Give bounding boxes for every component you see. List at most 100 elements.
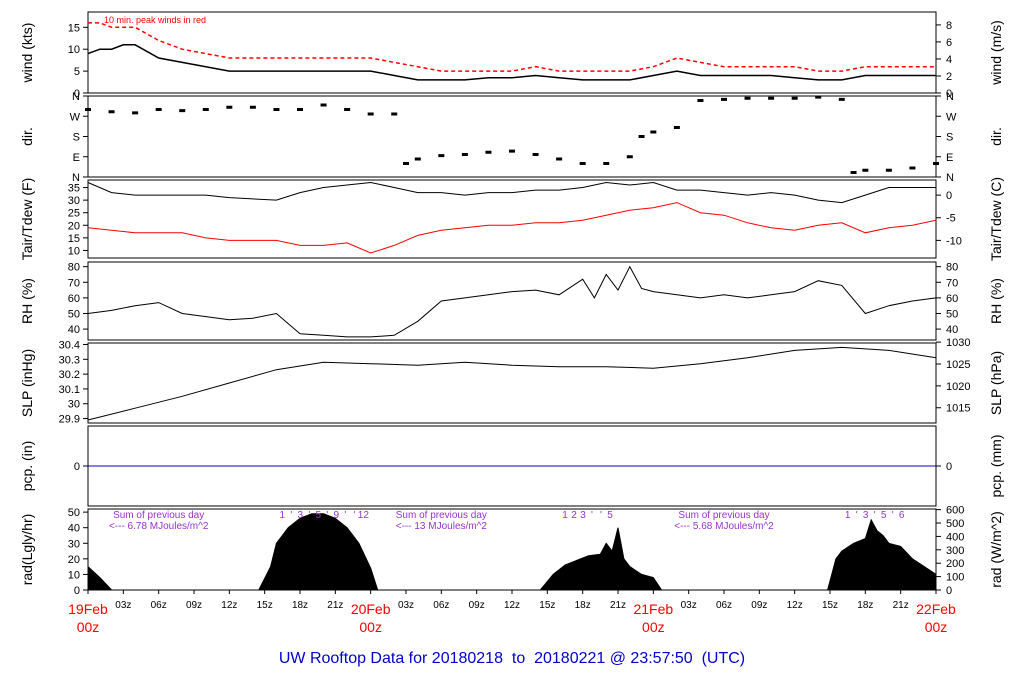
slp-ytick-label: 30 (68, 399, 80, 411)
temperature-ylabel: Tair/Tdew (F) (19, 178, 35, 260)
slp-ytick-label: 29.9 (59, 414, 80, 426)
rad-top-marker: ' (344, 510, 346, 521)
rad-ytick-right-label: 500 (946, 518, 964, 530)
slp-ytick-right-label: 1020 (946, 381, 970, 393)
wind-ytick-right-label: 4 (946, 54, 952, 66)
temperature-ytick-label: 20 (68, 220, 80, 232)
rad-annotation-line2: <--- 13 MJoules/m^2 (396, 521, 488, 532)
dir-point (179, 109, 186, 113)
time-minor-label: 12z (221, 600, 237, 611)
dir-ytick-label: S (73, 132, 80, 144)
slp-ytick-label: 30.4 (59, 339, 80, 351)
time-minor-label: 12z (787, 600, 803, 611)
time-major-zone: 00z (77, 619, 100, 635)
time-minor-label: 03z (115, 600, 131, 611)
dir-point (721, 97, 727, 101)
wind-ytick-label: 15 (68, 22, 80, 34)
rh-ytick-label: 80 (68, 262, 80, 274)
dir-point (744, 96, 751, 100)
time-minor-label: 06z (716, 600, 732, 611)
wind-ytick-label: 10 (68, 44, 80, 56)
time-minor-label: 06z (151, 600, 167, 611)
temperature-ytick-right-label: -10 (946, 235, 962, 247)
dir-point (791, 96, 798, 100)
wind-annotation: 10 min. peak winds in red (104, 15, 206, 25)
dir-point (638, 135, 645, 138)
wind-ytick-right-label: 0 (946, 88, 952, 100)
slp-ytick-label: 30.3 (59, 354, 80, 366)
dir-point (273, 108, 280, 111)
wind-ytick-right-label: 8 (946, 20, 952, 32)
temperature-frame (87, 179, 937, 259)
wind-series-1 (88, 22, 936, 72)
temperature-ytick-right-label: 0 (946, 190, 952, 202)
rad-top-marker: 5 (881, 510, 887, 521)
time-major-zone: 00z (925, 619, 948, 635)
time-minor-label: 21z (610, 600, 626, 611)
dir-point (509, 149, 515, 153)
pcp-ylabel: pcp. (in) (19, 441, 35, 492)
temperature-ytick-label: 10 (68, 245, 80, 257)
rh-frame (87, 261, 937, 341)
pcp-ytick-right-label: 0 (946, 461, 952, 473)
time-minor-label: 18z (292, 600, 308, 611)
rad-ytick-label: 10 (68, 569, 80, 581)
dir-frame (87, 95, 937, 178)
dir-point (650, 130, 657, 134)
time-minor-label: 09z (469, 600, 485, 611)
dir-point (579, 162, 586, 165)
slp-ytick-right-label: 1030 (946, 337, 970, 349)
temperature-ytick-label: 25 (68, 208, 80, 220)
wind-ylabel-right: wind (m/s) (988, 20, 1004, 86)
dir-ytick-label: N (72, 91, 80, 103)
dir-ytick-right-label: N (946, 91, 954, 103)
wind-ytick-right-label: 2 (946, 71, 952, 83)
rad-annotation-line1: Sum of previous day (678, 510, 769, 521)
time-minor-label: 21z (893, 600, 909, 611)
rad-ytick-right-label: 300 (946, 545, 964, 557)
temperature-ytick-label: 30 (68, 195, 80, 207)
rad-ytick-label: 0 (74, 585, 80, 597)
dir-point (226, 105, 233, 109)
slp-ytick-right-label: 1025 (946, 359, 970, 371)
dir-point (438, 154, 445, 158)
dir-point (320, 103, 327, 107)
rad-top-marker: 9 (334, 510, 340, 521)
dir-point (626, 155, 633, 159)
rad-frame (87, 508, 937, 591)
dir-ylabel-right: dir. (988, 127, 1004, 146)
page-title: UW Rooftop Data for 20180218 to 20180221… (278, 650, 746, 667)
rad-annotation-line1: Sum of previous day (396, 510, 487, 521)
rad-ytick-right-label: 200 (946, 558, 964, 570)
dir-point (155, 108, 162, 111)
rh-ytick-right-label: 40 (946, 324, 958, 336)
time-major-zone: 00z (642, 619, 665, 635)
time-minor-label: 15z (822, 600, 838, 611)
time-minor-label: 12z (504, 600, 520, 611)
rad-top-marker: ' (600, 510, 602, 521)
rad-top-marker: ' (290, 510, 292, 521)
time-minor-label: 06z (433, 600, 449, 611)
rad-top-marker: 5 (607, 510, 613, 521)
rad-ylabel-right: rad (W/m^2) (988, 511, 1004, 588)
dir-point (885, 168, 892, 172)
rad-ytick-right-label: 400 (946, 531, 964, 543)
rh-ylabel-right: RH (%) (988, 278, 1004, 324)
dir-point (768, 96, 775, 100)
dir-point (838, 97, 845, 101)
dir-point (815, 95, 822, 99)
rad-top-marker: 1 (562, 510, 568, 521)
time-major-date: 21Feb (633, 601, 673, 617)
rad-top-marker: ' (326, 510, 328, 521)
time-minor-label: 03z (681, 600, 697, 611)
dir-point (249, 105, 256, 109)
rh-ytick-label: 40 (68, 324, 80, 336)
rad-area (87, 513, 937, 591)
dir-point (862, 168, 869, 172)
rad-ytick-right-label: 600 (946, 505, 964, 517)
dir-point (673, 126, 680, 129)
rad-top-marker: ' (874, 510, 876, 521)
slp-frame (87, 342, 937, 424)
rad-top-marker: 1 (280, 510, 286, 521)
